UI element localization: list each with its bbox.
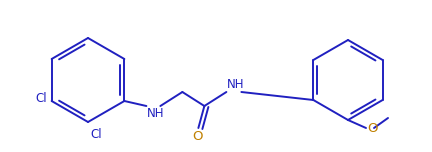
- Text: O: O: [192, 130, 203, 143]
- Text: Cl: Cl: [35, 93, 47, 105]
- Text: Cl: Cl: [90, 128, 102, 141]
- Text: O: O: [367, 121, 378, 135]
- Text: NH: NH: [147, 107, 165, 120]
- Text: NH: NH: [227, 78, 245, 91]
